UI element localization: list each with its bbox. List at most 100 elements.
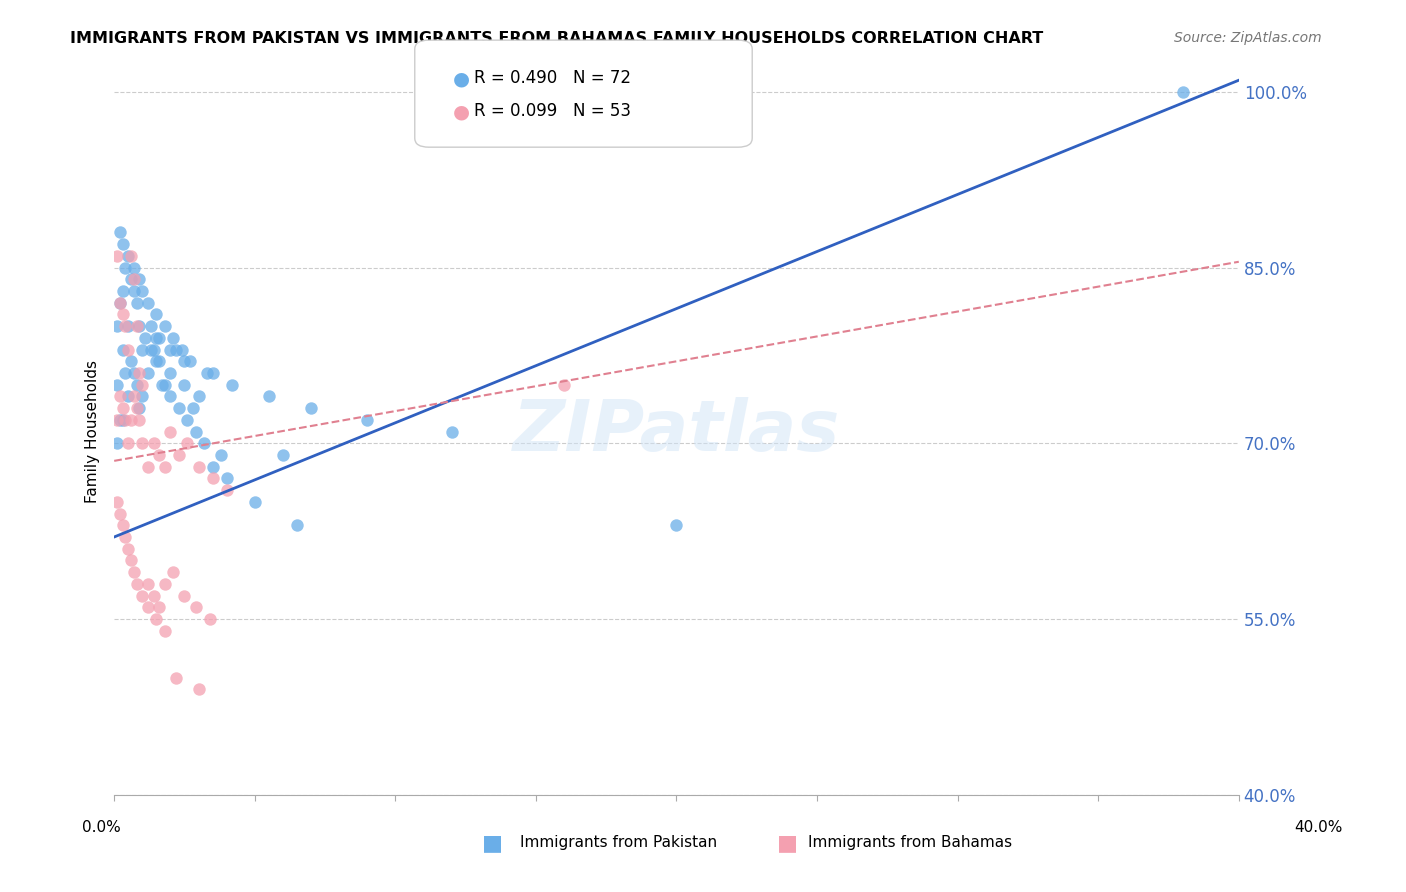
Point — [153, 577, 176, 591]
Text: ●: ● — [453, 69, 470, 88]
Point — [153, 624, 176, 638]
Point — [105, 377, 128, 392]
Point — [209, 448, 232, 462]
Y-axis label: Family Households: Family Households — [86, 360, 100, 503]
Point — [299, 401, 322, 416]
Point — [165, 343, 187, 357]
Point — [181, 401, 204, 416]
Text: Immigrants from Pakistan: Immigrants from Pakistan — [520, 836, 717, 850]
Point — [187, 389, 209, 403]
Point — [159, 389, 181, 403]
Point — [131, 343, 153, 357]
Point — [122, 260, 145, 275]
Point — [114, 319, 136, 334]
Point — [665, 518, 688, 533]
Text: ZIPatlas: ZIPatlas — [513, 397, 841, 467]
Point — [136, 600, 159, 615]
Point — [131, 389, 153, 403]
Point — [150, 377, 173, 392]
Point — [173, 354, 195, 368]
Point — [170, 343, 193, 357]
Point — [122, 284, 145, 298]
Point — [148, 354, 170, 368]
Point — [173, 377, 195, 392]
Point — [153, 377, 176, 392]
Point — [111, 237, 134, 252]
Point — [122, 565, 145, 579]
Point — [131, 589, 153, 603]
Point — [1171, 85, 1194, 99]
Point — [114, 530, 136, 544]
Point — [111, 518, 134, 533]
Point — [128, 319, 150, 334]
Point — [117, 436, 139, 450]
Point — [148, 600, 170, 615]
Point — [111, 343, 134, 357]
Point — [111, 401, 134, 416]
Point — [195, 366, 218, 380]
Point — [114, 366, 136, 380]
Point — [167, 401, 190, 416]
Point — [139, 319, 162, 334]
Point — [159, 425, 181, 439]
Point — [122, 389, 145, 403]
Point — [440, 425, 463, 439]
Point — [122, 366, 145, 380]
Point — [117, 389, 139, 403]
Point — [120, 413, 142, 427]
Point — [111, 308, 134, 322]
Text: R = 0.099   N = 53: R = 0.099 N = 53 — [474, 103, 631, 120]
Point — [153, 459, 176, 474]
Point — [145, 354, 167, 368]
Text: Source: ZipAtlas.com: Source: ZipAtlas.com — [1174, 31, 1322, 45]
Point — [142, 436, 165, 450]
Point — [105, 249, 128, 263]
Point — [125, 401, 148, 416]
Point — [356, 413, 378, 427]
Point — [167, 448, 190, 462]
Point — [176, 413, 198, 427]
Point — [215, 483, 238, 497]
Point — [105, 413, 128, 427]
Point — [285, 518, 308, 533]
Point — [108, 295, 131, 310]
Point — [105, 436, 128, 450]
Text: ■: ■ — [482, 833, 502, 853]
Point — [128, 366, 150, 380]
Point — [142, 589, 165, 603]
Point — [117, 541, 139, 556]
Point — [198, 612, 221, 626]
Point — [148, 448, 170, 462]
Point — [193, 436, 215, 450]
Point — [125, 377, 148, 392]
Point — [136, 459, 159, 474]
Point — [131, 436, 153, 450]
Point — [120, 354, 142, 368]
Text: R = 0.490   N = 72: R = 0.490 N = 72 — [474, 70, 631, 87]
Point — [184, 600, 207, 615]
Point — [159, 366, 181, 380]
Point — [187, 459, 209, 474]
Point — [117, 319, 139, 334]
Text: Immigrants from Bahamas: Immigrants from Bahamas — [808, 836, 1012, 850]
Text: IMMIGRANTS FROM PAKISTAN VS IMMIGRANTS FROM BAHAMAS FAMILY HOUSEHOLDS CORRELATIO: IMMIGRANTS FROM PAKISTAN VS IMMIGRANTS F… — [70, 31, 1043, 46]
Point — [108, 295, 131, 310]
Text: 0.0%: 0.0% — [82, 821, 121, 835]
Point — [165, 671, 187, 685]
Point — [128, 272, 150, 286]
Point — [128, 413, 150, 427]
Point — [105, 319, 128, 334]
Point — [120, 553, 142, 567]
Point — [111, 413, 134, 427]
Text: 40.0%: 40.0% — [1295, 821, 1343, 835]
Point — [108, 389, 131, 403]
Point — [136, 577, 159, 591]
Point — [162, 565, 184, 579]
Point — [136, 295, 159, 310]
Point — [105, 495, 128, 509]
Point — [122, 272, 145, 286]
Point — [136, 366, 159, 380]
Point — [134, 331, 156, 345]
Point — [148, 331, 170, 345]
Point — [145, 612, 167, 626]
